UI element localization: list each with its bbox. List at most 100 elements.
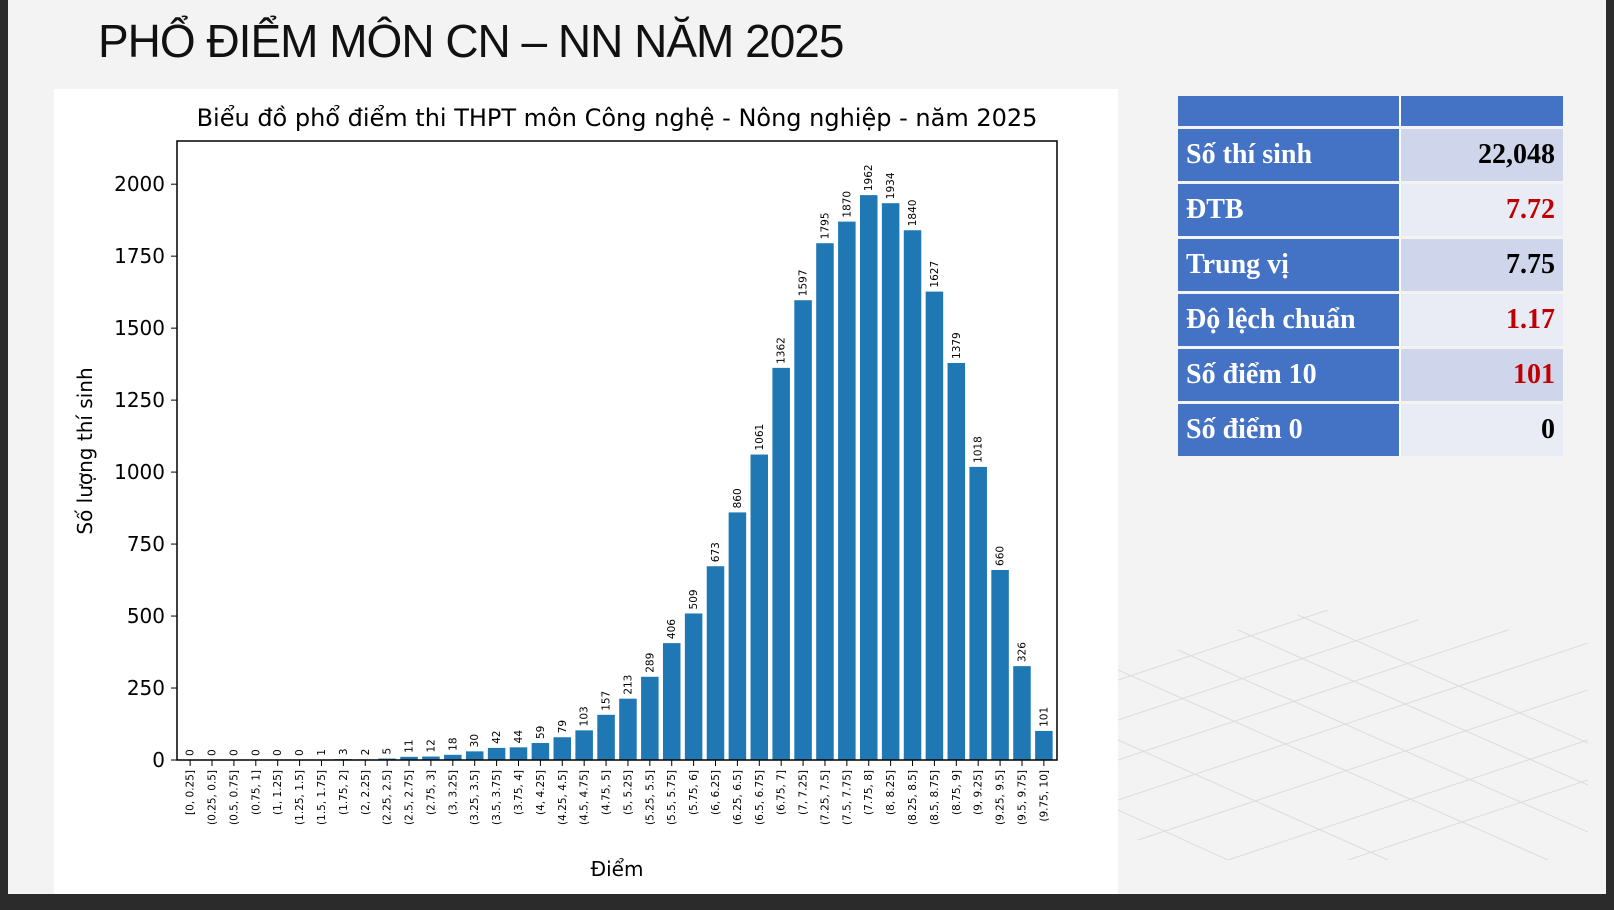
x-tick-label: (0.5, 0.75]	[228, 770, 240, 825]
bar	[1013, 666, 1031, 760]
stats-label: ĐTB	[1178, 184, 1401, 236]
bar	[465, 751, 484, 760]
x-tick-label: (7.25, 7.5]	[819, 770, 831, 825]
stats-row: Số điểm 10 101	[1178, 349, 1563, 401]
bar-value-label: 1795	[819, 212, 831, 239]
bars-layer	[312, 195, 1053, 761]
bar-value-label: 103	[579, 706, 591, 726]
x-tick-label: (9, 9.25]	[973, 770, 985, 815]
bar	[444, 754, 462, 760]
x-tick-label: (1.25, 1.5]	[294, 770, 306, 825]
bar-value-label: 1018	[973, 436, 985, 463]
stats-label: Độ lệch chuẩn	[1178, 294, 1401, 346]
stats-label: Trung vị	[1178, 239, 1401, 291]
bar-value-label: 2	[360, 749, 372, 756]
bar-value-label: 1	[316, 749, 328, 756]
bar-value-label: 12	[425, 739, 437, 752]
bar-value-label: 59	[535, 726, 547, 739]
bar	[662, 643, 681, 760]
bar	[641, 676, 659, 760]
y-tick-label: 1750	[114, 244, 165, 268]
bar-value-label: 79	[557, 720, 569, 733]
x-tick-label: (9.5, 9.75]	[1016, 770, 1028, 825]
bar-value-label: 673	[710, 542, 722, 562]
x-axis: [0, 0.25] (0.25, 0.5] (0.5, 0.75] (0.75, 1]…	[185, 760, 1050, 825]
y-tick-label: 750	[127, 532, 165, 556]
bar-value-label: 1962	[863, 164, 875, 191]
bar-value-label: 30	[469, 734, 481, 747]
bar	[772, 367, 790, 760]
bar	[400, 756, 418, 760]
bar-value-label: 157	[601, 691, 613, 711]
bar-value-label: 289	[644, 653, 656, 673]
y-tick-label: 250	[127, 676, 165, 700]
bar	[1035, 730, 1053, 760]
stats-row: Độ lệch chuẩn 1.17	[1178, 294, 1563, 346]
plot-frame	[176, 140, 1058, 761]
x-tick-label: (4.5, 4.75]	[579, 770, 591, 825]
bar-value-label: 1627	[929, 261, 941, 288]
x-tick-label: (3.5, 3.75]	[491, 770, 503, 825]
bar	[947, 362, 966, 760]
bar-value-label: 3	[338, 748, 350, 755]
stats-value: 7.72	[1401, 184, 1563, 236]
x-tick-label: (4, 4.25]	[535, 770, 547, 815]
bar-value-label: 509	[688, 589, 700, 609]
x-tick-label: (7, 7.25]	[798, 770, 810, 815]
x-tick-label: (6.75, 7]	[776, 770, 788, 815]
x-tick-label: (5, 5.25]	[622, 770, 634, 815]
bar-value-label: 1597	[798, 269, 810, 296]
bar-value-label: 18	[447, 737, 459, 750]
x-tick-label: (5.25, 5.5]	[644, 770, 656, 825]
x-tick-label: (8.25, 8.5]	[907, 770, 919, 825]
x-tick-label: (6.5, 6.75]	[754, 770, 766, 825]
x-tick-label: (9.75, 10]	[1038, 770, 1050, 822]
bar	[531, 743, 550, 760]
y-tick-label: 1500	[114, 316, 165, 340]
x-tick-label: (8.75, 9]	[951, 770, 963, 815]
bar-value-label: 660	[995, 546, 1007, 566]
chart-panel: Biểu đồ phổ điểm thi THPT môn Công nghệ …	[54, 89, 1118, 894]
bar-value-label: 0	[250, 749, 262, 756]
x-tick-label: (5.5, 5.75]	[666, 770, 678, 825]
bar-value-label: 1840	[907, 200, 919, 227]
bar	[794, 300, 812, 760]
statistics-table: Số thí sinh 22,048 ĐTB 7.72 Trung vị 7.75 Độ l…	[1178, 93, 1563, 459]
y-tick-label: 1000	[114, 460, 165, 484]
bar-value-label: 0	[228, 749, 240, 756]
stats-label: Số điểm 10	[1178, 349, 1401, 401]
bar-value-label: 406	[666, 619, 678, 639]
bar-value-label: 1379	[951, 332, 963, 359]
value-labels-layer: 0 0 0 0 0 0 1 3 2 5 11 12 18 30 42 44 59 79 103 157 213 289 40…	[185, 164, 1051, 756]
x-tick-label: (2.75, 3]	[425, 770, 437, 815]
y-axis: 0 250 500 750 1000 1250 1500 1750 2000	[114, 172, 177, 772]
y-tick-label: 2000	[114, 172, 165, 196]
bar-value-label: 0	[185, 749, 197, 756]
bar-value-label: 860	[732, 488, 744, 508]
y-tick-label: 1250	[114, 388, 165, 412]
bar-value-label: 213	[622, 675, 634, 695]
x-tick-label: (0.75, 1]	[250, 770, 262, 815]
bar-value-label: 1362	[776, 337, 788, 364]
stats-header-cell	[1401, 96, 1563, 126]
background-grid-decoration	[1118, 610, 1588, 860]
x-tick-label: (3.75, 4]	[513, 770, 525, 815]
bar	[575, 730, 593, 760]
bar	[509, 747, 528, 760]
bar	[750, 454, 769, 760]
x-tick-label: (1, 1.25]	[272, 770, 284, 815]
bar-value-label: 1934	[885, 172, 897, 199]
bar	[422, 756, 440, 760]
slide-title: PHỔ ĐIỂM MÔN CN – NN NĂM 2025	[98, 15, 844, 67]
bar	[969, 466, 987, 760]
bar	[881, 203, 900, 760]
x-tick-label: [0, 0.25]	[185, 770, 197, 815]
bar	[597, 714, 615, 760]
y-tick-label: 0	[152, 748, 165, 772]
x-tick-label: (9.25, 9.5]	[995, 770, 1007, 825]
x-axis-label: Điểm	[591, 857, 644, 881]
bar-value-label: 44	[513, 730, 525, 744]
score-distribution-chart: Biểu đồ phổ điểm thi THPT môn Công nghệ …	[73, 104, 1058, 881]
bar-value-label: 101	[1038, 707, 1050, 727]
slide: PHỔ ĐIỂM MÔN CN – NN NĂM 2025 Biểu đồ ph…	[8, 0, 1606, 894]
